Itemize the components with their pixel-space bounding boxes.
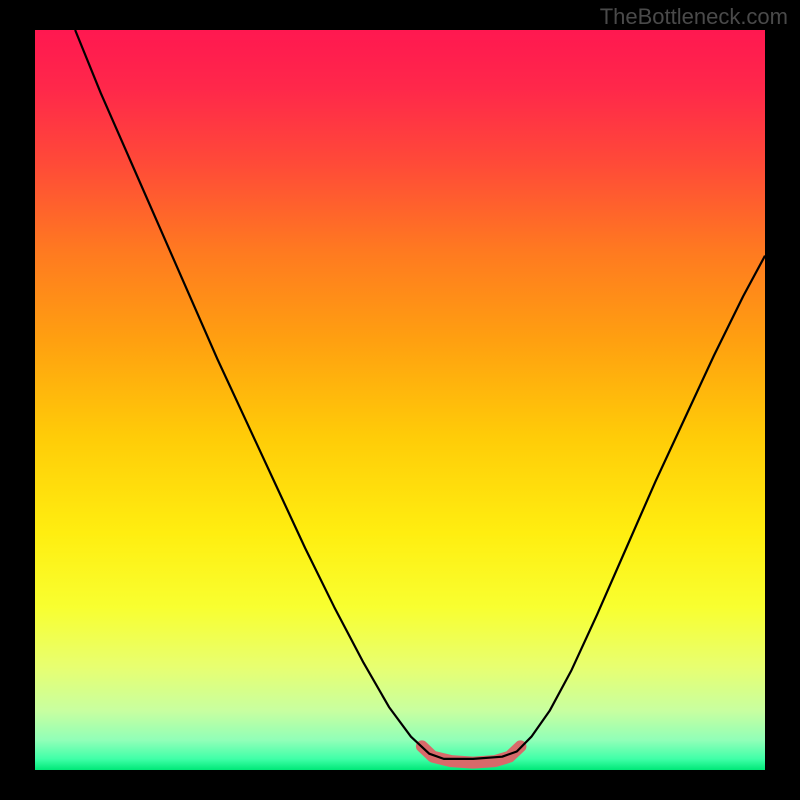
watermark-text: TheBottleneck.com [600,4,788,30]
plot-background [35,30,765,770]
chart-svg [0,0,800,800]
bottleneck-chart [0,0,800,800]
